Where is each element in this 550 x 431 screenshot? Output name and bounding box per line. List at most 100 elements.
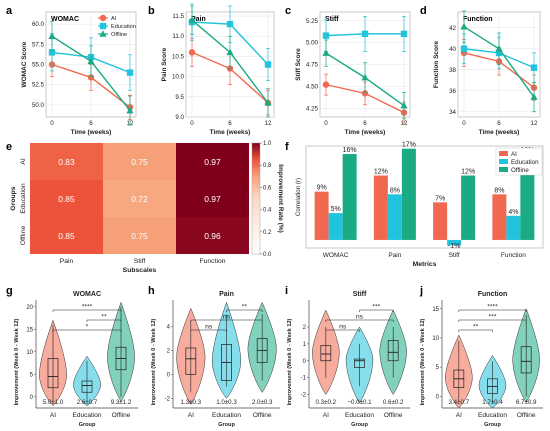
y-tick-label: 4 (167, 324, 171, 330)
panel-letter: c (285, 5, 291, 17)
panel-letter: j (419, 285, 423, 297)
group-summary: 1.3±0.3 (181, 399, 202, 406)
data-point (188, 16, 196, 23)
line-chart-b: 9.0 9.5 10.0 10.5 11.0 11.5 0 6 12 Pain Time (week… (161, 3, 275, 136)
cell-value: 0.72 (131, 194, 148, 204)
data-point (264, 61, 272, 68)
line-chart-c: 4.25 4.50 4.75 5.00 5.25 0 6 12 Stiff Time (weeks… (295, 11, 411, 136)
x-axis-label: Time (weeks) (71, 129, 112, 136)
group-summary: 5.0±1.0 (43, 399, 64, 406)
y-axis-label: Groups (10, 186, 17, 210)
group-summary: −0.0±0.1 (347, 399, 372, 406)
box (47, 358, 59, 389)
legend-marker (99, 30, 107, 37)
heatmap-cell (103, 217, 176, 254)
y-tick-label: 5 (30, 372, 34, 378)
data-point (361, 30, 369, 38)
y-tick-label: 4.75 (306, 62, 319, 69)
line-chart-d: 34 36 38 40 42 0 6 12 Function Time (weeks) Functi… (433, 10, 541, 136)
panel-letter: g (6, 285, 13, 297)
data-point (361, 90, 369, 97)
panel-letter: f (285, 141, 289, 153)
y-tick-label: -2 (301, 393, 307, 399)
x-tick-label: AI (188, 412, 194, 419)
x-tick-label: Offline (112, 412, 131, 419)
y-tick-label: 57.5 (32, 41, 45, 48)
y-axis-label: Improvement (Week 0 - Week 12) (420, 318, 426, 405)
y-tick-label: 4.25 (306, 105, 319, 112)
y-tick-label: 50.0 (32, 102, 45, 109)
data-point (495, 44, 503, 52)
legend-marker (99, 14, 107, 22)
x-tick-label: 12 (401, 120, 408, 127)
heatmap-cell (176, 217, 249, 254)
group-summary: 0.6±0.2 (383, 399, 404, 406)
box (185, 347, 197, 375)
y-tick-label: 55.0 (32, 62, 45, 69)
cell-value: 0.85 (58, 194, 75, 204)
x-tick-label: 6 (497, 120, 501, 127)
bar-value-label: 12% (374, 169, 388, 176)
x-axis-label: Time (weeks) (345, 129, 386, 136)
y-tick-label: 15 (432, 307, 439, 313)
x-tick-label: Education (478, 412, 507, 419)
y-tick-label: 4.50 (306, 83, 319, 90)
data-point (87, 74, 95, 81)
x-tick-label: 0 (462, 120, 466, 127)
data-point (126, 106, 134, 114)
y-tick-label: Offline (20, 226, 27, 246)
x-axis-label: Metrics (413, 261, 437, 268)
panel-title: Function (478, 291, 508, 298)
x-axis-label: Subscales (123, 267, 157, 274)
x-tick-label: WOMAC (323, 252, 349, 259)
colorbar-tick-label: 0.8 (263, 163, 272, 169)
bar (328, 213, 343, 240)
x-tick-label: Pain (60, 258, 74, 265)
heatmap-cell (103, 143, 176, 180)
bar-value-label: -1% (448, 243, 460, 250)
panel-letter: d (420, 5, 427, 17)
y-axis-label: Stiff Score (295, 48, 302, 81)
legend-label: Offline (111, 32, 127, 38)
y-tick-label: 36 (449, 88, 456, 95)
y-tick-label: 5 (436, 365, 440, 371)
x-tick-label: 0 (190, 120, 194, 127)
x-tick-label: Pain (388, 252, 401, 259)
y-axis-label: WOMAC Score (21, 41, 28, 87)
y-tick-label: 9.5 (175, 94, 184, 101)
y-tick-label: -1 (301, 376, 307, 382)
legend-marker (99, 22, 107, 30)
y-tick-label: 38 (449, 67, 456, 74)
y-tick-label: AI (20, 158, 27, 165)
y-axis-label: Improvement (Week 0 - Week 12) (151, 318, 157, 405)
x-tick-label: 0 (324, 120, 328, 127)
data-point (400, 101, 408, 109)
x-tick-label: 6 (363, 120, 367, 127)
x-tick-label: AI (50, 412, 56, 419)
heatmap-e: 0.83 0.75 0.97 0.85 0.72 0.97 0.85 0.75 0.96 Pain… (10, 141, 284, 274)
significance-label: ** (101, 314, 107, 321)
data-point (87, 57, 95, 65)
violin-chart-j: Function 0 5 10 15 Improvement (Week 0 - Week… (420, 291, 543, 428)
panel-title: Pain (191, 16, 206, 23)
x-axis-label: Group (79, 422, 96, 428)
panel-letter: e (6, 141, 12, 153)
bar (433, 202, 448, 240)
data-point (48, 32, 56, 40)
cell-value: 0.97 (204, 194, 221, 204)
y-axis-label: Improvement (Week 0 - Week 12) (287, 318, 293, 405)
colorbar-tick-label: 0.0 (263, 252, 272, 258)
heatmap-cell (30, 180, 103, 217)
y-tick-label: 10 (26, 350, 33, 356)
heatmap-cell (103, 180, 176, 217)
data-point (188, 49, 196, 56)
group-summary: 1.0±0.3 (216, 399, 237, 406)
panel-letter: h (148, 285, 155, 297)
colorbar-label: Improvement Rate (%) (277, 164, 284, 233)
cell-value: 0.83 (58, 157, 75, 167)
x-tick-label: Offline (517, 412, 536, 419)
data-point (322, 32, 330, 39)
box (354, 358, 365, 368)
panel-title: Stiff (353, 291, 367, 298)
bar (506, 215, 521, 240)
